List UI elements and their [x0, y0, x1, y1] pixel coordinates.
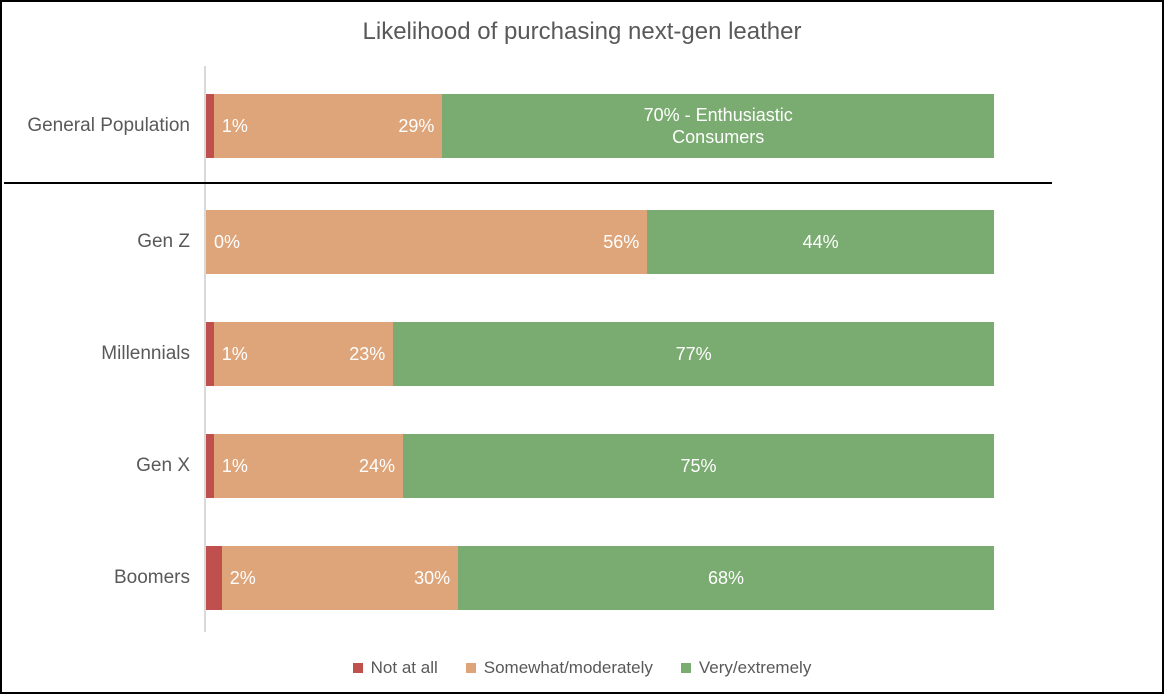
- value-label: 1%: [222, 344, 248, 365]
- legend: Not at all Somewhat/moderately Very/extr…: [2, 658, 1162, 678]
- segment-somewhat: 1% 23%: [214, 322, 393, 386]
- value-label: 23%: [349, 344, 385, 365]
- category-label: Gen X: [2, 455, 200, 477]
- segment-somewhat: 0% 56%: [206, 210, 647, 274]
- chart-area: General Population 1% 29% 70% - Enthusia…: [2, 66, 1162, 632]
- value-label: 1%: [222, 116, 248, 137]
- legend-label: Very/extremely: [699, 658, 811, 678]
- segment-very: 70% - Enthusiastic Consumers: [442, 94, 994, 158]
- segment-not-at-all: [206, 322, 214, 386]
- divider-line: [4, 182, 1052, 184]
- legend-swatch: [353, 663, 363, 673]
- category-label: General Population: [2, 115, 200, 137]
- segment-very: 44%: [647, 210, 994, 274]
- segment-somewhat: 1% 29%: [214, 94, 443, 158]
- value-label: 2%: [230, 568, 256, 589]
- legend-item: Somewhat/moderately: [466, 658, 653, 678]
- value-label: 30%: [414, 568, 450, 589]
- category-label: Gen Z: [2, 231, 200, 253]
- legend-swatch: [466, 663, 476, 673]
- chart-title: Likelihood of purchasing next-gen leathe…: [2, 2, 1162, 56]
- bar-row: General Population 1% 29% 70% - Enthusia…: [2, 94, 1162, 158]
- segment-not-at-all: [206, 434, 214, 498]
- legend-label: Somewhat/moderately: [484, 658, 653, 678]
- segment-somewhat: 2% 30%: [222, 546, 458, 610]
- segment-somewhat: 1% 24%: [214, 434, 403, 498]
- bar-track: 0% 56% 44%: [206, 210, 994, 274]
- bar-row: Gen Z 0% 56% 44%: [2, 210, 1162, 274]
- value-label: 0%: [214, 232, 240, 253]
- bar-track: 1% 23% 77%: [206, 322, 994, 386]
- legend-item: Not at all: [353, 658, 438, 678]
- bar-row: Gen X 1% 24% 75%: [2, 434, 1162, 498]
- value-label: 1%: [222, 456, 248, 477]
- category-label: Millennials: [2, 343, 200, 365]
- segment-very: 77%: [393, 322, 994, 386]
- value-label: 44%: [647, 231, 994, 254]
- segment-not-at-all: [206, 546, 222, 610]
- bar-row: Millennials 1% 23% 77%: [2, 322, 1162, 386]
- value-label: 24%: [359, 456, 395, 477]
- value-label: 75%: [403, 455, 994, 478]
- legend-label: Not at all: [371, 658, 438, 678]
- bar-track: 2% 30% 68%: [206, 546, 994, 610]
- segment-very: 68%: [458, 546, 994, 610]
- legend-item: Very/extremely: [681, 658, 811, 678]
- segment-very: 75%: [403, 434, 994, 498]
- category-label: Boomers: [2, 567, 200, 589]
- bar-track: 1% 24% 75%: [206, 434, 994, 498]
- value-label: 70% - Enthusiastic Consumers: [442, 104, 994, 149]
- value-label: 56%: [603, 232, 639, 253]
- legend-swatch: [681, 663, 691, 673]
- value-label: 29%: [398, 116, 434, 137]
- value-label: 68%: [458, 567, 994, 590]
- value-label: 77%: [393, 343, 994, 366]
- bar-row: Boomers 2% 30% 68%: [2, 546, 1162, 610]
- bar-track: 1% 29% 70% - Enthusiastic Consumers: [206, 94, 994, 158]
- segment-not-at-all: [206, 94, 214, 158]
